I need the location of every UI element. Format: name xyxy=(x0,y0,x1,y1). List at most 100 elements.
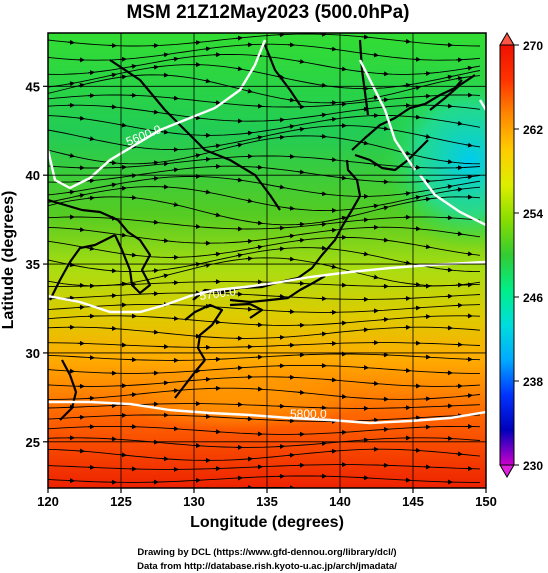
streamline xyxy=(48,257,481,287)
y-tick-label: 30 xyxy=(26,346,40,361)
wind-arrow xyxy=(161,238,169,244)
wind-arrow xyxy=(371,52,379,58)
coastline-japan-hokkaido xyxy=(351,79,463,172)
wind-arrow xyxy=(319,82,327,88)
wind-arrow xyxy=(77,227,85,233)
credit-line-2: Data from http://database.rish.kyoto-u.a… xyxy=(137,561,397,572)
wind-arrow xyxy=(423,244,431,250)
wind-arrow xyxy=(151,64,159,70)
wind-arrow xyxy=(255,244,263,250)
y-axis-label: Latitude (degrees) xyxy=(0,191,17,330)
wind-arrow xyxy=(151,160,159,166)
contour-5600-east xyxy=(358,59,486,171)
wind-arrow xyxy=(465,174,473,180)
coastline-kyushu-shikoku xyxy=(184,302,264,361)
wind-arrow xyxy=(381,237,389,243)
wind-arrow xyxy=(465,65,473,71)
wind-arrow xyxy=(403,38,411,44)
x-tick-label: 135 xyxy=(256,494,278,509)
colorbar-tick-label: 230 xyxy=(523,459,543,473)
wind-arrow xyxy=(371,95,379,101)
wind-arrow xyxy=(193,153,201,159)
wind-arrow xyxy=(329,116,337,122)
wind-arrow xyxy=(171,201,179,207)
wind-arrow xyxy=(287,452,295,458)
wind-arrow xyxy=(203,189,211,195)
streamline xyxy=(48,236,481,258)
colorbar-tick-label: 270 xyxy=(523,39,543,53)
colorbar-tick-label: 254 xyxy=(523,207,543,221)
coastline-korea xyxy=(114,219,152,295)
streamline xyxy=(48,53,481,75)
wind-arrow xyxy=(171,56,179,62)
wind-arrow xyxy=(87,178,95,184)
wind-arrow xyxy=(445,74,453,80)
contour-label-5800: 5800.0 xyxy=(290,407,327,421)
x-tick-label: 125 xyxy=(110,494,132,509)
wind-arrow xyxy=(161,52,169,58)
wind-arrow xyxy=(245,198,253,204)
wind-arrow xyxy=(361,34,369,40)
streamline xyxy=(48,94,481,108)
wind-arrow xyxy=(129,195,137,201)
wind-arrow xyxy=(67,153,75,158)
contour-5600 xyxy=(48,39,486,227)
y-tick-label: 45 xyxy=(26,79,40,94)
wind-arrow xyxy=(371,203,379,209)
height-contours xyxy=(48,39,486,425)
streamline xyxy=(48,226,481,244)
wind-arrow xyxy=(413,226,421,232)
colorbar-tick-label: 246 xyxy=(523,291,543,305)
wind-arrow xyxy=(297,126,305,132)
wind-arrow xyxy=(413,114,421,120)
streamline xyxy=(48,315,481,326)
wind-arrow xyxy=(129,252,137,258)
wind-arrow xyxy=(287,256,295,262)
wind-arrow xyxy=(161,380,169,386)
x-tick-label: 130 xyxy=(183,494,205,509)
coastline-ryukyu-taiwan xyxy=(59,359,206,421)
credit-line-1: Drawing by DCL (https://www.gfd-dennou.o… xyxy=(137,547,396,558)
wind-arrow xyxy=(361,327,369,333)
lat-lon-grid xyxy=(48,33,486,488)
cold-region-shading xyxy=(380,70,486,250)
wind-arrow xyxy=(423,134,431,139)
wind-arrow xyxy=(339,394,347,400)
wind-arrow xyxy=(339,66,347,72)
wind-arrow xyxy=(151,176,159,182)
wind-arrow xyxy=(339,175,347,181)
wind-arrow xyxy=(203,46,211,52)
wind-arrow xyxy=(109,104,117,110)
colorbar-tick-label: 262 xyxy=(523,123,543,137)
streamline xyxy=(48,342,481,348)
wind-arrow xyxy=(235,142,243,148)
wind-arrow xyxy=(319,112,327,118)
wind-arrow xyxy=(413,282,421,288)
wind-arrow xyxy=(255,220,263,226)
wind-arrow xyxy=(361,217,369,223)
wind-arrow xyxy=(213,212,221,218)
wind-arrow xyxy=(445,184,453,190)
wind-arrow xyxy=(151,268,159,274)
wind-arrow xyxy=(109,182,117,188)
wind-arrow xyxy=(381,205,389,211)
coastlines xyxy=(48,39,476,421)
contour-label-5700: 5700.0 xyxy=(198,284,237,303)
wind-arrow xyxy=(213,143,221,149)
y-tick-label: 40 xyxy=(26,168,40,183)
streamline xyxy=(48,165,481,183)
wind-arrow xyxy=(235,253,243,258)
wind-arrow xyxy=(329,157,337,163)
wind-arrow xyxy=(151,219,159,225)
wind-arrow xyxy=(455,187,463,193)
colorbar-tick-label: 238 xyxy=(523,375,543,389)
wind-arrow xyxy=(171,167,179,173)
wind-arrow xyxy=(381,126,389,132)
streamline xyxy=(48,281,481,287)
wind-arrow xyxy=(339,215,347,221)
streamline xyxy=(48,353,481,361)
contour-5700 xyxy=(48,260,486,314)
wind-arrow xyxy=(277,134,285,140)
wind-arrow xyxy=(245,238,253,244)
wind-arrow xyxy=(297,58,305,64)
